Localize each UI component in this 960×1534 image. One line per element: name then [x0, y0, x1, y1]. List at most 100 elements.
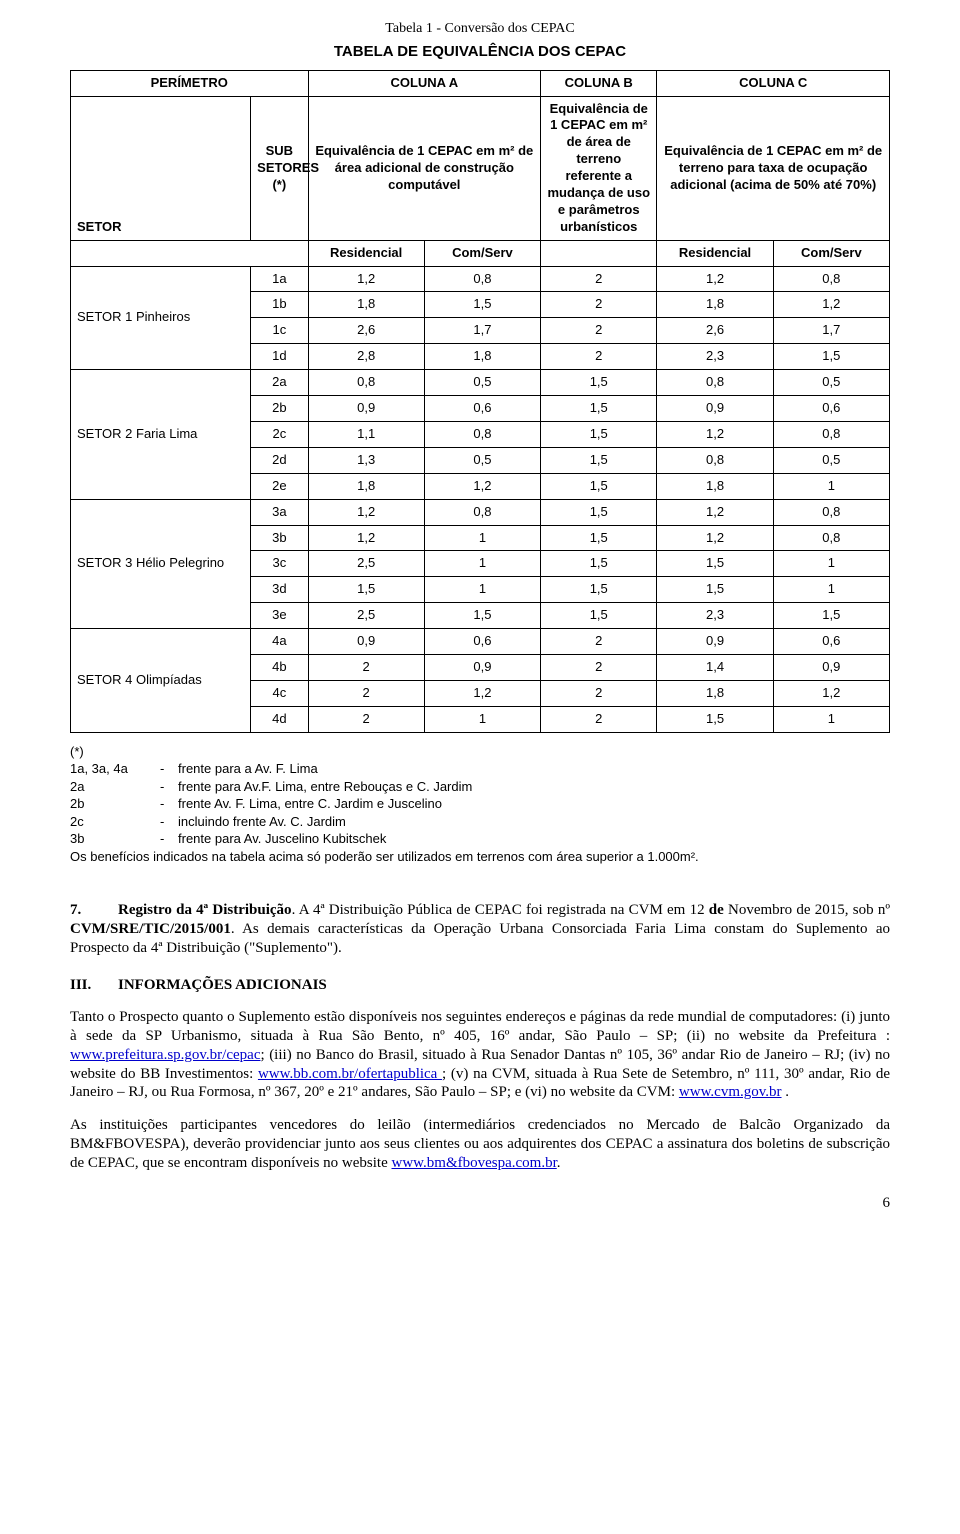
- cell-c_res: 2,3: [657, 603, 773, 629]
- cell-a_com: 1,2: [424, 680, 540, 706]
- fn-val: incluindo frente Av. C. Jardim: [178, 813, 890, 831]
- cell-b: 1,5: [541, 447, 657, 473]
- cell-a_res: 1,8: [308, 473, 424, 499]
- fn-val: frente para Av. Juscelino Kubitschek: [178, 830, 890, 848]
- cell-a_res: 2: [308, 680, 424, 706]
- cell-sub: 4d: [251, 706, 308, 732]
- cell-c_res: 2,6: [657, 318, 773, 344]
- cell-a_com: 0,9: [424, 654, 540, 680]
- cell-c_res: 1,4: [657, 654, 773, 680]
- cell-b: 1,5: [541, 603, 657, 629]
- cell-c_com: 1,2: [773, 680, 889, 706]
- cell-c_com: 1: [773, 577, 889, 603]
- cell-c_res: 1,2: [657, 525, 773, 551]
- th-a-res: Residencial: [308, 240, 424, 266]
- th-col-c-desc: Equivalência de 1 CEPAC em m² de terreno…: [657, 96, 890, 240]
- cell-sub: 2e: [251, 473, 308, 499]
- cell-c_res: 1,5: [657, 706, 773, 732]
- cell-c_res: 2,3: [657, 344, 773, 370]
- th-col-b: COLUNA B: [541, 70, 657, 96]
- cell-c_res: 1,8: [657, 473, 773, 499]
- cell-sub: 1d: [251, 344, 308, 370]
- cell-a_res: 1,1: [308, 421, 424, 447]
- cell-a_com: 0,6: [424, 396, 540, 422]
- para-instituicoes: As instituições participantes vencedores…: [70, 1116, 890, 1172]
- table-caption: Tabela 1 - Conversão dos CEPAC: [70, 20, 890, 38]
- cell-a_com: 0,8: [424, 421, 540, 447]
- p2-t2: .: [557, 1155, 561, 1171]
- cell-sub: 1a: [251, 266, 308, 292]
- th-col-a-desc: Equivalência de 1 CEPAC em m² de área ad…: [308, 96, 541, 240]
- cell-sub: 3c: [251, 551, 308, 577]
- link-bmfbovespa[interactable]: www.bm&fbovespa.com.br: [392, 1155, 557, 1171]
- link-cvm[interactable]: www.cvm.gov.br: [679, 1084, 782, 1100]
- cell-a_res: 2,5: [308, 603, 424, 629]
- link-bb-ofertapublica[interactable]: www.bb.com.br/ofertapublica: [258, 1066, 442, 1082]
- sec7-b: Novembro de 2015, sob nº: [724, 902, 890, 918]
- cell-c_com: 0,9: [773, 654, 889, 680]
- cell-c_com: 0,5: [773, 370, 889, 396]
- cell-sub: 4c: [251, 680, 308, 706]
- cell-sub: 2c: [251, 421, 308, 447]
- fn-final: Os benefícios indicados na tabela acima …: [70, 848, 890, 866]
- sec3-title: INFORMAÇÕES ADICIONAIS: [118, 977, 327, 993]
- table-title: TABELA DE EQUIVALÊNCIA DOS CEPAC: [70, 42, 890, 62]
- sec7-title: Registro da 4ª Distribuição: [118, 902, 292, 918]
- cell-c_com: 1: [773, 551, 889, 577]
- footnote-row: 2a-frente para Av.F. Lima, entre Rebouça…: [70, 778, 890, 796]
- fn-key: 2b: [70, 795, 160, 813]
- cell-b: 2: [541, 266, 657, 292]
- th-c-res: Residencial: [657, 240, 773, 266]
- cell-c_com: 0,6: [773, 396, 889, 422]
- cell-a_res: 2: [308, 654, 424, 680]
- cell-c_com: 1,2: [773, 292, 889, 318]
- cell-c_res: 1,2: [657, 266, 773, 292]
- fn-sep: -: [160, 830, 178, 848]
- cell-c_res: 0,8: [657, 447, 773, 473]
- cell-c_res: 0,9: [657, 396, 773, 422]
- cell-a_res: 1,8: [308, 292, 424, 318]
- th-c-com: Com/Serv: [773, 240, 889, 266]
- section-7: 7.Registro da 4ª Distribuição. A 4ª Dist…: [70, 901, 890, 957]
- fn-val: frente para a Av. F. Lima: [178, 760, 890, 778]
- cell-c_res: 1,2: [657, 421, 773, 447]
- cell-c_com: 1,5: [773, 344, 889, 370]
- cell-sub: 3b: [251, 525, 308, 551]
- cell-a_com: 1,2: [424, 473, 540, 499]
- cell-c_res: 1,5: [657, 577, 773, 603]
- cell-a_res: 1,5: [308, 577, 424, 603]
- th-subsetores: SUB SETORES (*): [251, 96, 308, 240]
- sec7-a: . A 4ª Distribuição Pública de CEPAC foi…: [292, 902, 709, 918]
- link-prefeitura[interactable]: www.prefeitura.sp.gov.br/cepac: [70, 1047, 260, 1063]
- footnote-row: 1a, 3a, 4a-frente para a Av. F. Lima: [70, 760, 890, 778]
- cell-b: 2: [541, 629, 657, 655]
- fn-star: (*): [70, 743, 890, 761]
- th-perimetro: PERÍMETRO: [71, 70, 309, 96]
- table-row: SETOR 2 Faria Lima2a0,80,51,50,80,5: [71, 370, 890, 396]
- cell-a_com: 0,5: [424, 447, 540, 473]
- cell-c_com: 1,7: [773, 318, 889, 344]
- cell-b: 1,5: [541, 577, 657, 603]
- cell-a_com: 1: [424, 706, 540, 732]
- cell-a_com: 1,5: [424, 603, 540, 629]
- table-row: SETOR 3 Hélio Pelegrino3a1,20,81,51,20,8: [71, 499, 890, 525]
- cell-b: 1,5: [541, 421, 657, 447]
- cell-c_com: 0,5: [773, 447, 889, 473]
- cell-a_com: 0,8: [424, 499, 540, 525]
- cell-a_com: 0,5: [424, 370, 540, 396]
- fn-sep: -: [160, 795, 178, 813]
- cell-a_res: 1,2: [308, 525, 424, 551]
- cell-a_res: 0,8: [308, 370, 424, 396]
- sector-name: SETOR 1 Pinheiros: [71, 266, 251, 370]
- cell-b: 1,5: [541, 396, 657, 422]
- cell-a_res: 2: [308, 706, 424, 732]
- cell-sub: 1b: [251, 292, 308, 318]
- fn-sep: -: [160, 760, 178, 778]
- table-row: SETOR 1 Pinheiros1a1,20,821,20,8: [71, 266, 890, 292]
- th-b-blank: [541, 240, 657, 266]
- cell-a_com: 1,5: [424, 292, 540, 318]
- table-footnotes: (*) 1a, 3a, 4a-frente para a Av. F. Lima…: [70, 743, 890, 866]
- cell-a_res: 0,9: [308, 396, 424, 422]
- cell-a_com: 1: [424, 577, 540, 603]
- cell-b: 2: [541, 344, 657, 370]
